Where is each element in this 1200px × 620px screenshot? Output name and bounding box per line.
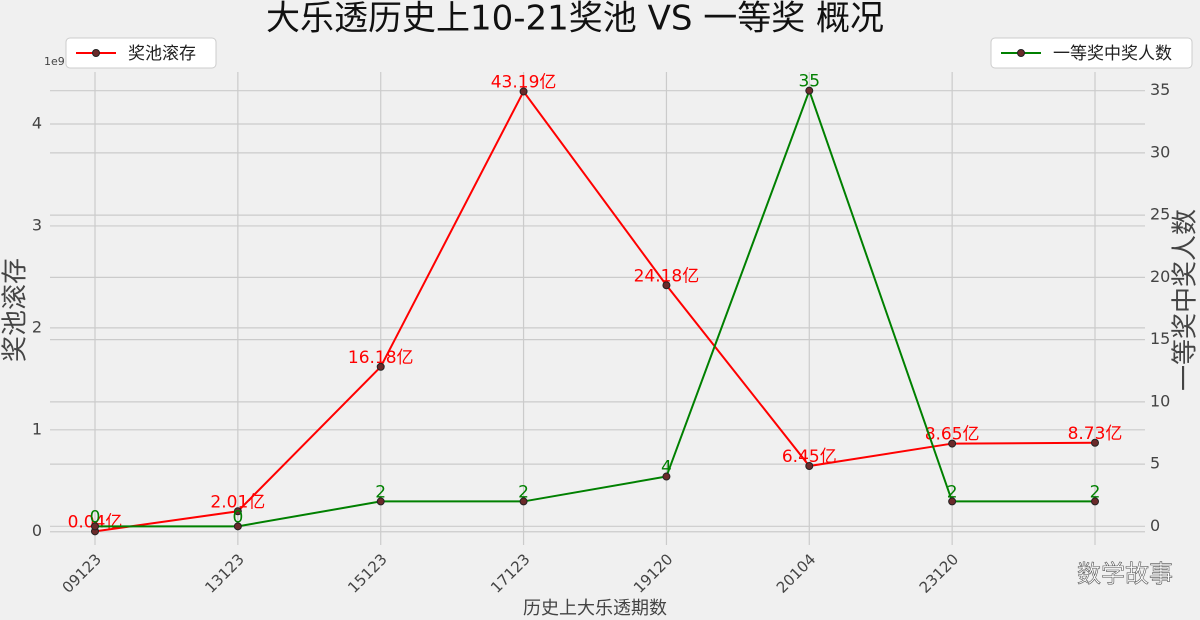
legend-label: 一等奖中奖人数: [1053, 44, 1172, 64]
y-tick-label: 1: [32, 419, 42, 438]
y2-tick-label: 35: [1150, 80, 1170, 99]
data-label: 0: [90, 507, 101, 527]
data-point: [233, 522, 242, 531]
x-tick-label: 13123: [201, 550, 247, 596]
y-tick-label: 2: [32, 317, 42, 336]
x-tick-label: 09123: [59, 550, 105, 596]
data-point: [662, 281, 671, 290]
data-point: [805, 461, 814, 470]
data-label: 4: [661, 458, 672, 478]
data-label: 16.18亿: [348, 348, 414, 368]
data-label: 43.19亿: [491, 72, 557, 92]
data-point: [662, 472, 671, 481]
y2-tick-label: 15: [1150, 329, 1170, 348]
legend-box: [65, 37, 217, 69]
data-label: 35: [798, 72, 820, 92]
x-tick-label: 20104: [773, 550, 819, 596]
y-tick-label: 0: [32, 521, 42, 540]
legend: 一等奖中奖人数: [990, 37, 1193, 69]
y2-axis-label: 一等奖中奖人数: [1171, 209, 1200, 391]
data-label: 24.18亿: [634, 266, 700, 286]
data-point: [519, 87, 528, 96]
y2-tick-label: 25: [1150, 205, 1170, 224]
data-label: 8.65亿: [925, 425, 980, 445]
legend-marker: [92, 49, 100, 57]
y-tick-label: 3: [32, 215, 42, 234]
data-label: 2: [518, 482, 529, 502]
data-point: [948, 497, 957, 506]
x-axis-label: 历史上大乐透期数: [523, 598, 667, 619]
data-label: 0: [232, 507, 243, 527]
x-tick-label: 17123: [487, 550, 533, 596]
data-point: [376, 362, 385, 371]
y2-tick-label: 20: [1150, 267, 1170, 286]
data-point: [519, 497, 528, 506]
data-label: 2: [375, 482, 386, 502]
data-label: 6.45亿: [782, 447, 837, 467]
data-label: 8.73亿: [1068, 424, 1123, 444]
legend-marker: [1017, 49, 1025, 57]
y-tick-label: 4: [32, 113, 42, 132]
watermark: 数学故事: [1077, 560, 1173, 588]
legend: 奖池滚存: [65, 37, 217, 69]
y2-tick-label: 5: [1150, 454, 1160, 473]
data-label: 2: [947, 482, 958, 502]
series-line: [95, 87, 1095, 528]
data-label: 2: [1090, 482, 1101, 502]
data-point: [1091, 497, 1099, 506]
data-point: [233, 507, 242, 516]
x-tick-label: 23120: [916, 550, 962, 596]
data-point: [376, 497, 385, 506]
y2-tick-label: 0: [1150, 516, 1160, 535]
chart-title: 大乐透历史上10-21奖池 VS 一等奖 概况: [266, 0, 884, 39]
y2-tick-label: 10: [1150, 391, 1170, 410]
data-label: 2.01亿: [210, 492, 265, 512]
data-point: [1091, 438, 1099, 447]
x-tick-label: 19120: [630, 550, 676, 596]
series-line: [94, 89, 1096, 533]
legend-box: [990, 37, 1193, 69]
legend-label: 奖池滚存: [128, 44, 196, 64]
y-offset-label: 1e9: [44, 55, 65, 68]
y-axis-label: 奖池滚存: [1, 258, 31, 362]
data-point: [805, 86, 814, 95]
data-point: [948, 439, 957, 448]
data-point: [91, 522, 99, 531]
y2-tick-label: 30: [1150, 142, 1170, 161]
x-tick-label: 15123: [344, 550, 390, 596]
